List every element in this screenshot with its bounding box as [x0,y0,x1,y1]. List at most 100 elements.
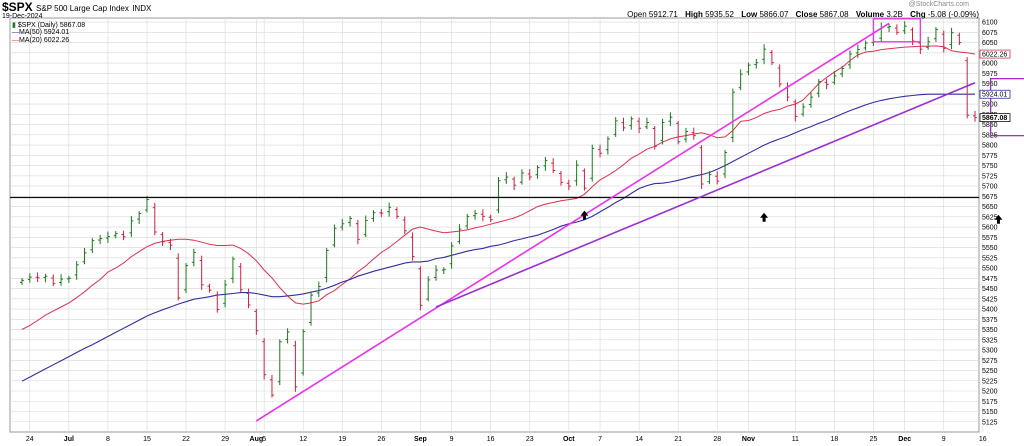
x-tick-label: 9 [942,436,946,443]
x-tick-label: 16 [979,436,987,443]
chart-date: 19-Dec-2024 [2,13,43,20]
grid [10,18,984,432]
y-tick-label: 5775 [982,153,998,160]
exchange: INDX [132,4,152,13]
symbol-name: S&P 500 Large Cap Index [36,4,129,13]
price-tags: 6022.26 5924.01 5867.08 [979,49,1011,123]
price-tag-label: 5924.01 [982,92,1007,99]
moving-averages [21,45,976,382]
x-tick-label: 8 [106,436,110,443]
y-tick-label: 6075 [982,30,998,37]
x-tick-label: Sep [414,436,427,443]
high-label: High [685,10,703,19]
y-tick-label: 5400 [982,307,998,314]
legend-ma50: —MA(50) 5924.01 [12,29,70,36]
x-tick-label: 7 [598,436,602,443]
y-tick-label: 5125 [982,419,998,426]
y-tick-label: 5825 [982,132,998,139]
x-tick-label: 15 [143,436,151,443]
high-value: 5935.52 [705,10,734,19]
x-tick-label: 23 [526,436,534,443]
y-axis: 5125 5150 5175 5200 5225 5250 5275 5300 5325 5350… [982,20,998,427]
x-tick-label: 28 [713,436,721,443]
x-tick-label: 16 [487,436,495,443]
plot-area [9,17,980,433]
open-label: Open [627,10,647,19]
price-tag-box [979,49,1011,59]
y-tick-label: 5350 [982,327,998,334]
y-tick-label: 5250 [982,368,998,375]
y-tick-label: 5550 [982,245,998,252]
y-tick-label: 5600 [982,225,998,232]
y-tick-label: 5475 [982,276,998,283]
x-tick-label: 19 [338,436,346,443]
y-tick-label: 5700 [982,184,998,191]
y-tick-label: 5900 [982,102,998,109]
y-tick-label: 5975 [982,71,998,78]
y-tick-label: 5375 [982,317,998,324]
y-tick-label: 5200 [982,389,998,396]
ohlc-readout: Open 5912.71 High 5935.52 Low 5866.07 Cl… [627,10,979,19]
highlight-box [872,18,921,43]
y-tick-label: 5725 [982,173,998,180]
volume-label: Volume [855,10,885,19]
y-tick-label: 5850 [982,122,998,129]
annotations [10,18,1024,422]
x-tick-label: 11 [792,436,799,443]
low-label: Low [741,10,758,19]
y-tick-label: 5675 [982,194,998,201]
legend-price: ▮ $SPX (Daily) 5867.08 [12,22,86,29]
y-tick-label: 6100 [982,20,998,27]
y-tick-label: 5525 [982,255,998,262]
x-tick-label: 9 [450,436,454,443]
open-value: 5912.71 [648,10,678,19]
x-tick-label: 12 [299,436,307,443]
chg-label: Chg [910,10,926,19]
lower-channel-trendline [435,82,976,308]
ma50-line [21,93,975,382]
legend-ma20: —MA(20) 6022.26 [12,37,70,44]
x-tick-label: 29 [221,436,229,443]
price-tag-box [979,113,1011,123]
up-arrow-icon [760,212,769,222]
y-tick-label: 6000 [982,61,998,68]
highlight-box [989,78,1024,137]
y-tick-label: 6050 [982,40,998,47]
symbol-title: $SPX S&P 500 Large Cap Index INDX [2,0,151,14]
close-value: 5867.08 [819,10,849,19]
y-tick-label: 5450 [982,286,998,293]
y-tick-label: 5750 [982,163,998,170]
y-tick-label: 5175 [982,399,998,406]
legend-ma20-text: MA(20) 6022.26 [19,37,70,44]
y-tick-label: 5275 [982,358,998,365]
x-tick-label: 18 [830,436,838,443]
y-tick-label: 5225 [982,378,998,385]
y-tick-label: 5300 [982,348,998,355]
y-tick-label: 5425 [982,296,998,303]
x-tick-label: 24 [26,436,34,443]
low-value: 5866.07 [759,10,789,19]
y-tick-label: 5650 [982,204,998,211]
y-tick-label: 5625 [982,214,998,221]
upper-channel-trendline [255,22,890,422]
up-arrow-icon [994,214,1003,224]
y-tick-label: 5150 [982,409,998,416]
up-arrow-icon [580,210,589,220]
price-tag-box [979,89,1011,99]
ma20-line [21,45,976,330]
watermark: @StockCharts.com [908,1,969,8]
x-tick-label: Oct [563,436,575,443]
x-tick-label: 5 [262,436,266,443]
volume-value: 3.2B [886,10,903,19]
x-tick-label: Dec [898,436,911,443]
symbol: $SPX [2,0,33,14]
x-tick-label: 22 [182,436,190,443]
price-tag-label: 6022.26 [982,52,1007,59]
price-tag-label: 5867.08 [982,115,1007,122]
legend-price-text: $SPX (Daily) 5867.08 [17,22,86,29]
x-axis: 24 Jul 8 15 22 29 Aug 5 12 19 26 Sep 9 16 23 Oct 7 14 21 28… [26,436,987,443]
x-tick-label: 21 [674,436,682,443]
x-tick-label: Jul [64,436,74,443]
x-tick-label: 26 [377,436,385,443]
